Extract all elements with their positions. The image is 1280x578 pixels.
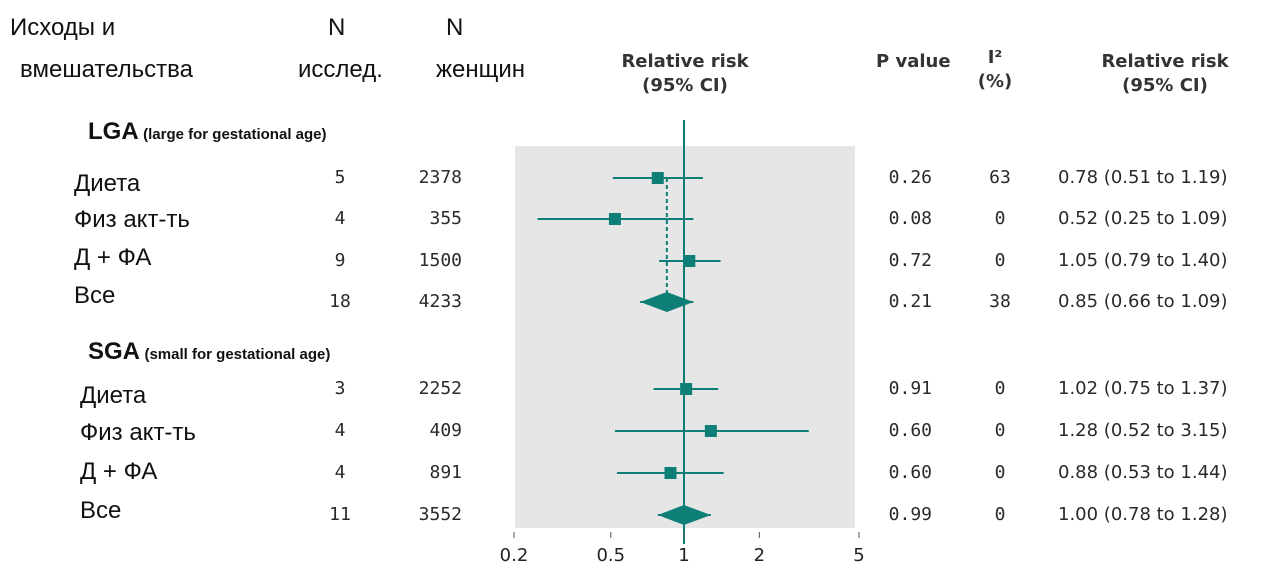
point-estimate-0-0	[651, 172, 664, 184]
row-n-studies-0-1: 4	[334, 208, 346, 229]
row-ci-text-0-3: 0.85 (0.66 to 1.09)	[1058, 291, 1228, 312]
row-label-0-1: Физ акт-ть	[74, 206, 190, 233]
row-i2-0-0: 63	[989, 167, 1011, 188]
row-n-women-0-2: 1500	[418, 250, 462, 271]
row-n-studies-1-2: 4	[334, 462, 346, 483]
x-tick-label-2: 1	[678, 545, 689, 566]
row-n-women-1-1: 409	[429, 420, 462, 441]
row-label-0-0: Диета	[74, 170, 141, 197]
row-n-women-0-3: 4233	[418, 291, 462, 312]
row-ci-text-0-1: 0.52 (0.25 to 1.09)	[1058, 208, 1228, 229]
header-n-studies-line2: исслед.	[298, 56, 383, 83]
x-tick-label-4: 5	[853, 545, 864, 566]
row-n-women-1-2: 891	[429, 462, 462, 483]
row-label-1-1: Физ акт-ть	[80, 419, 196, 446]
row-n-women-1-3: 3552	[418, 504, 462, 525]
row-p-value-1-1: 0.60	[888, 420, 932, 441]
row-p-value-0-1: 0.08	[888, 208, 932, 229]
header-i2-line1: I²	[987, 47, 1003, 68]
row-i2-1-3: 0	[994, 504, 1006, 525]
header-rr-text: Relative risk (95% CI)	[1080, 50, 1250, 98]
point-estimate-1-0	[680, 383, 693, 395]
point-estimate-0-2	[683, 255, 696, 267]
header-rr-text-line2: (95% CI)	[1122, 75, 1208, 96]
row-p-value-0-3: 0.21	[888, 291, 932, 312]
row-i2-1-2: 0	[994, 462, 1006, 483]
row-label-0-3: Все	[74, 282, 116, 309]
row-i2-1-1: 0	[994, 420, 1006, 441]
header-i2-line2: (%)	[977, 71, 1013, 92]
header-outcome-line1: Исходы и	[10, 14, 116, 41]
header-n-studies-line1: N	[328, 14, 346, 41]
row-ci-text-1-3: 1.00 (0.78 to 1.28)	[1058, 504, 1228, 525]
point-estimate-0-1	[608, 213, 621, 225]
pooled-diamond-0-3	[640, 292, 694, 312]
row-p-value-1-3: 0.99	[888, 504, 932, 525]
row-ci-text-1-0: 1.02 (0.75 to 1.37)	[1058, 378, 1228, 399]
row-i2-0-2: 0	[994, 250, 1006, 271]
point-estimate-1-2	[664, 467, 677, 479]
row-ci-text-1-2: 0.88 (0.53 to 1.44)	[1058, 462, 1228, 483]
pooled-diamond-1-3	[657, 505, 711, 525]
row-ci-text-1-1: 1.28 (0.52 to 3.15)	[1058, 420, 1228, 441]
row-n-studies-1-3: 11	[329, 504, 351, 525]
header-i2: I² (%)	[975, 46, 1015, 94]
x-tick-label-0: 0.2	[500, 545, 529, 566]
point-estimate-1-1	[704, 425, 717, 437]
row-n-studies-1-1: 4	[334, 420, 346, 441]
row-label-1-2: Д + ФА	[80, 458, 158, 485]
header-p-value: P value	[876, 51, 951, 72]
row-i2-1-0: 0	[994, 378, 1006, 399]
header-rr-plot-line1: Relative risk	[621, 51, 749, 72]
section-sga-title: SGA	[88, 338, 141, 365]
section-lga-title: LGA	[88, 118, 139, 145]
x-tick-label-3: 2	[754, 545, 765, 566]
row-n-studies-1-0: 3	[334, 378, 346, 399]
row-n-women-0-1: 355	[429, 208, 462, 229]
row-i2-0-1: 0	[994, 208, 1006, 229]
row-p-value-1-0: 0.91	[888, 378, 932, 399]
row-i2-0-3: 38	[989, 291, 1011, 312]
row-n-studies-0-2: 9	[334, 250, 346, 271]
header-rr-text-line1: Relative risk	[1101, 51, 1229, 72]
row-p-value-1-2: 0.60	[888, 462, 932, 483]
header-rr-plot: Relative risk (95% CI)	[600, 50, 770, 98]
x-tick-label-1: 0.5	[596, 545, 625, 566]
header-n-women-line1: N	[446, 14, 464, 41]
row-p-value-0-0: 0.26	[888, 167, 932, 188]
row-p-value-0-2: 0.72	[888, 250, 932, 271]
section-lga-subtitle: (large for gestational age)	[143, 126, 327, 143]
section-title-sga: SGA (small for gestational age)	[88, 338, 330, 366]
row-n-women-0-0: 2378	[418, 167, 462, 188]
row-label-1-0: Диета	[80, 382, 147, 409]
header-n-women-line2: женщин	[436, 56, 526, 83]
section-title-lga: LGA (large for gestational age)	[88, 118, 327, 146]
row-ci-text-0-2: 1.05 (0.79 to 1.40)	[1058, 250, 1228, 271]
row-label-1-3: Все	[80, 497, 122, 524]
row-n-women-1-0: 2252	[418, 378, 462, 399]
row-ci-text-0-0: 0.78 (0.51 to 1.19)	[1058, 167, 1228, 188]
header-outcome-line2: вмешательства	[20, 56, 194, 83]
row-label-0-2: Д + ФА	[74, 244, 152, 271]
row-n-studies-0-0: 5	[334, 167, 346, 188]
section-sga-subtitle: (small for gestational age)	[144, 346, 331, 363]
row-n-studies-0-3: 18	[329, 291, 351, 312]
header-rr-plot-line2: (95% CI)	[642, 75, 728, 96]
